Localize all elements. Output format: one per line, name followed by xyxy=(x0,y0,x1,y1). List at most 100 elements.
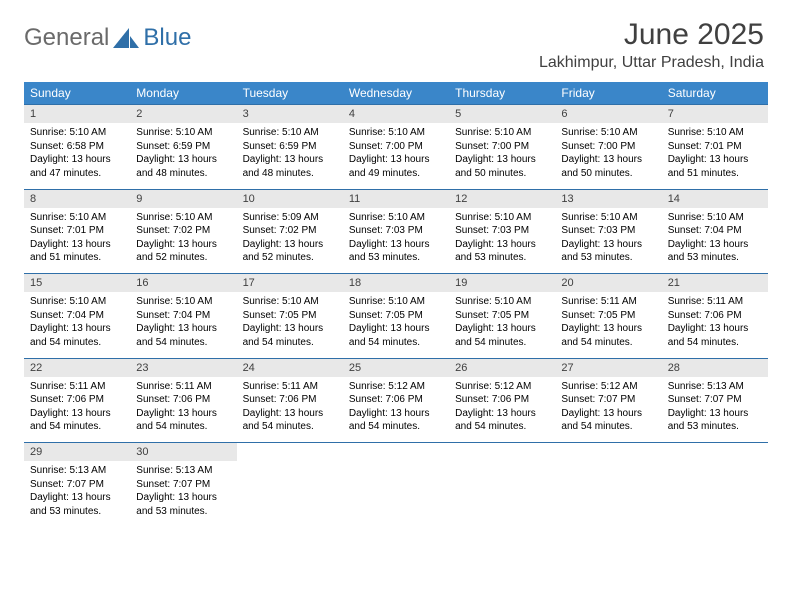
daylight-text-2: and 48 minutes. xyxy=(243,167,337,181)
content-row: Sunrise: 5:11 AMSunset: 7:06 PMDaylight:… xyxy=(24,377,768,443)
sunrise-text: Sunrise: 5:10 AM xyxy=(455,295,549,309)
sunset-text: Sunset: 7:04 PM xyxy=(136,309,230,323)
day-cell xyxy=(237,461,343,527)
daylight-text-1: Daylight: 13 hours xyxy=(136,238,230,252)
sunrise-text: Sunrise: 5:12 AM xyxy=(349,380,443,394)
daylight-text-1: Daylight: 13 hours xyxy=(668,238,762,252)
sunrise-text: Sunrise: 5:12 AM xyxy=(561,380,655,394)
sunrise-text: Sunrise: 5:10 AM xyxy=(136,126,230,140)
sunset-text: Sunset: 7:05 PM xyxy=(455,309,549,323)
sunset-text: Sunset: 7:03 PM xyxy=(455,224,549,238)
sunrise-text: Sunrise: 5:10 AM xyxy=(136,211,230,225)
content-row: Sunrise: 5:10 AMSunset: 6:58 PMDaylight:… xyxy=(24,123,768,189)
sunset-text: Sunset: 7:06 PM xyxy=(243,393,337,407)
day-cell: Sunrise: 5:10 AMSunset: 7:00 PMDaylight:… xyxy=(449,123,555,189)
sunrise-text: Sunrise: 5:11 AM xyxy=(243,380,337,394)
daylight-text-2: and 53 minutes. xyxy=(561,251,655,265)
sunrise-text: Sunrise: 5:10 AM xyxy=(349,211,443,225)
sunrise-text: Sunrise: 5:10 AM xyxy=(136,295,230,309)
daylight-text-2: and 49 minutes. xyxy=(349,167,443,181)
day-header: Saturday xyxy=(662,82,768,105)
sunrise-text: Sunrise: 5:10 AM xyxy=(243,126,337,140)
sunrise-text: Sunrise: 5:10 AM xyxy=(455,211,549,225)
daylight-text-2: and 51 minutes. xyxy=(668,167,762,181)
sunset-text: Sunset: 7:01 PM xyxy=(668,140,762,154)
day-cell: Sunrise: 5:10 AMSunset: 7:04 PMDaylight:… xyxy=(130,292,236,358)
sunrise-text: Sunrise: 5:10 AM xyxy=(349,295,443,309)
day-number: 2 xyxy=(130,105,236,124)
daylight-text-2: and 53 minutes. xyxy=(455,251,549,265)
daylight-text-1: Daylight: 13 hours xyxy=(455,238,549,252)
daylight-text-1: Daylight: 13 hours xyxy=(561,238,655,252)
sunset-text: Sunset: 7:01 PM xyxy=(30,224,124,238)
sunrise-text: Sunrise: 5:10 AM xyxy=(349,126,443,140)
day-cell: Sunrise: 5:10 AMSunset: 7:04 PMDaylight:… xyxy=(662,208,768,274)
location-label: Lakhimpur, Uttar Pradesh, India xyxy=(539,54,764,72)
day-cell: Sunrise: 5:10 AMSunset: 7:04 PMDaylight:… xyxy=(24,292,130,358)
sunrise-text: Sunrise: 5:10 AM xyxy=(30,295,124,309)
daylight-text-2: and 54 minutes. xyxy=(561,336,655,350)
day-number: 11 xyxy=(343,189,449,208)
sunset-text: Sunset: 7:05 PM xyxy=(561,309,655,323)
daylight-text-2: and 54 minutes. xyxy=(561,420,655,434)
daylight-text-1: Daylight: 13 hours xyxy=(668,153,762,167)
daylight-text-2: and 50 minutes. xyxy=(455,167,549,181)
day-cell: Sunrise: 5:11 AMSunset: 7:06 PMDaylight:… xyxy=(130,377,236,443)
page-title: June 2025 xyxy=(539,18,764,52)
content-row: Sunrise: 5:10 AMSunset: 7:01 PMDaylight:… xyxy=(24,208,768,274)
sunset-text: Sunset: 7:06 PM xyxy=(30,393,124,407)
sunrise-text: Sunrise: 5:13 AM xyxy=(136,464,230,478)
day-cell: Sunrise: 5:10 AMSunset: 7:02 PMDaylight:… xyxy=(130,208,236,274)
day-number: 6 xyxy=(555,105,661,124)
sunrise-text: Sunrise: 5:10 AM xyxy=(30,126,124,140)
sunset-text: Sunset: 6:59 PM xyxy=(243,140,337,154)
day-number: 12 xyxy=(449,189,555,208)
sunset-text: Sunset: 7:03 PM xyxy=(349,224,443,238)
sunset-text: Sunset: 7:03 PM xyxy=(561,224,655,238)
daylight-text-2: and 54 minutes. xyxy=(455,336,549,350)
daylight-text-2: and 48 minutes. xyxy=(136,167,230,181)
sunset-text: Sunset: 7:04 PM xyxy=(30,309,124,323)
day-cell: Sunrise: 5:10 AMSunset: 7:03 PMDaylight:… xyxy=(343,208,449,274)
day-header: Friday xyxy=(555,82,661,105)
day-cell: Sunrise: 5:10 AMSunset: 7:03 PMDaylight:… xyxy=(449,208,555,274)
day-cell: Sunrise: 5:12 AMSunset: 7:06 PMDaylight:… xyxy=(343,377,449,443)
day-cell: Sunrise: 5:12 AMSunset: 7:06 PMDaylight:… xyxy=(449,377,555,443)
day-cell: Sunrise: 5:13 AMSunset: 7:07 PMDaylight:… xyxy=(662,377,768,443)
logo-text-blue: Blue xyxy=(143,24,191,52)
daylight-text-1: Daylight: 13 hours xyxy=(136,407,230,421)
daylight-text-2: and 51 minutes. xyxy=(30,251,124,265)
sunrise-text: Sunrise: 5:13 AM xyxy=(668,380,762,394)
daylight-text-1: Daylight: 13 hours xyxy=(349,322,443,336)
daylight-text-2: and 54 minutes. xyxy=(455,420,549,434)
day-number: 4 xyxy=(343,105,449,124)
daylight-text-1: Daylight: 13 hours xyxy=(349,407,443,421)
day-header: Wednesday xyxy=(343,82,449,105)
day-number: 1 xyxy=(24,105,130,124)
daylight-text-1: Daylight: 13 hours xyxy=(30,238,124,252)
sunset-text: Sunset: 6:58 PM xyxy=(30,140,124,154)
sunset-text: Sunset: 7:02 PM xyxy=(136,224,230,238)
daylight-text-2: and 52 minutes. xyxy=(243,251,337,265)
day-number: 19 xyxy=(449,274,555,293)
day-number: 23 xyxy=(130,358,236,377)
sunset-text: Sunset: 7:04 PM xyxy=(668,224,762,238)
sunrise-text: Sunrise: 5:09 AM xyxy=(243,211,337,225)
daylight-text-1: Daylight: 13 hours xyxy=(455,153,549,167)
sunset-text: Sunset: 7:07 PM xyxy=(668,393,762,407)
day-cell: Sunrise: 5:10 AMSunset: 7:03 PMDaylight:… xyxy=(555,208,661,274)
logo-mark-icon xyxy=(113,28,139,48)
sunset-text: Sunset: 7:07 PM xyxy=(561,393,655,407)
day-cell xyxy=(662,461,768,527)
day-number: 29 xyxy=(24,443,130,462)
daylight-text-1: Daylight: 13 hours xyxy=(243,407,337,421)
sunset-text: Sunset: 7:05 PM xyxy=(349,309,443,323)
sunset-text: Sunset: 6:59 PM xyxy=(136,140,230,154)
day-number: 28 xyxy=(662,358,768,377)
day-header: Monday xyxy=(130,82,236,105)
day-cell: Sunrise: 5:10 AMSunset: 6:59 PMDaylight:… xyxy=(130,123,236,189)
daylight-text-2: and 53 minutes. xyxy=(668,420,762,434)
daynum-row: 15161718192021 xyxy=(24,274,768,293)
sunrise-text: Sunrise: 5:11 AM xyxy=(668,295,762,309)
daylight-text-2: and 52 minutes. xyxy=(136,251,230,265)
